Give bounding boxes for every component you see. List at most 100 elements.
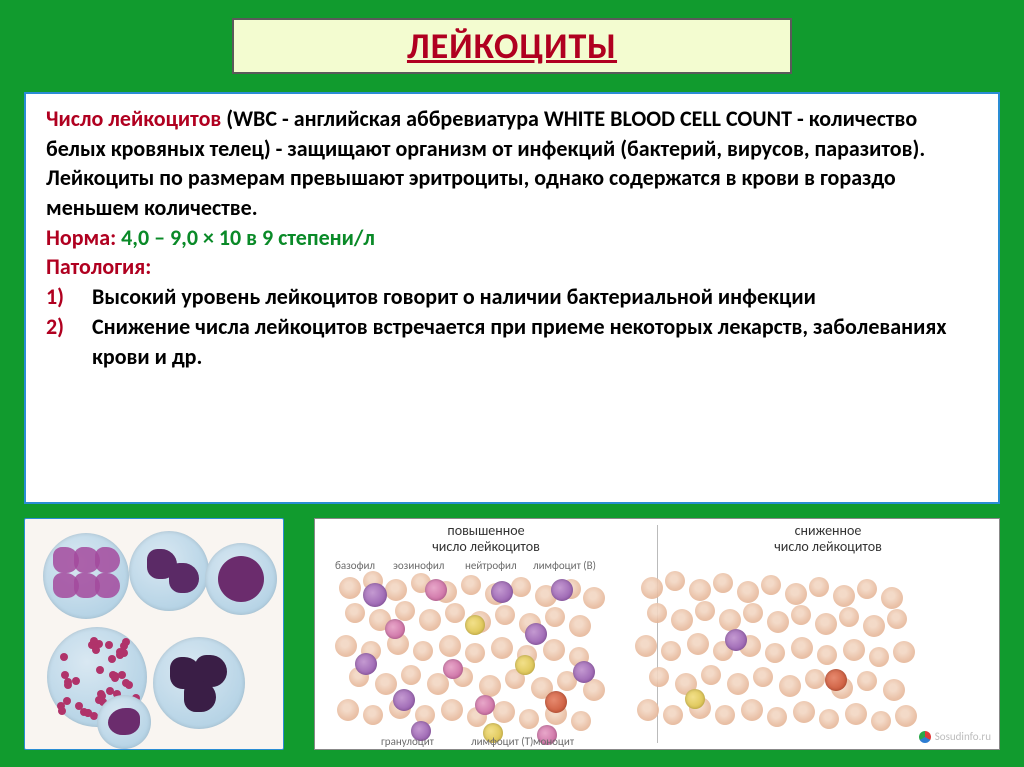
- rbc-cell: [753, 667, 773, 687]
- pathology-label: Патология:: [46, 253, 151, 280]
- slide-title-text: ЛЕЙКОЦИТЫ: [407, 24, 617, 68]
- pathology-num: 2): [46, 312, 76, 342]
- rbc-cell: [817, 645, 837, 665]
- wbc-cell: [355, 653, 377, 675]
- rbc-cell: [571, 711, 591, 731]
- wbc-cell: [475, 695, 495, 715]
- rbc-cell: [479, 675, 501, 697]
- rbc-cell: [465, 643, 485, 663]
- rbc-cell: [727, 673, 749, 695]
- micro-label: базофил: [335, 559, 375, 572]
- micro-title-left: повышенное число лейкоцитов: [315, 523, 657, 555]
- rbc-cell: [791, 637, 813, 659]
- micro-title-left-l1: повышенное: [447, 522, 524, 539]
- wbc-cell: [573, 661, 595, 683]
- wbc-cell: [465, 615, 485, 635]
- wbc-cell: [545, 691, 567, 713]
- pathology-text: Высокий уровень лейкоцитов говорит о нал…: [92, 282, 816, 312]
- rbc-cell: [839, 607, 859, 627]
- intro-lead: Число лейкоцитов: [46, 105, 221, 132]
- rbc-cell: [843, 639, 865, 661]
- rbc-cell: [569, 615, 591, 637]
- slide-title: ЛЕЙКОЦИТЫ: [232, 18, 792, 74]
- pathology-num: 1): [46, 282, 76, 312]
- rbc-cell: [337, 699, 359, 721]
- cell-illustration: [153, 637, 245, 729]
- rbc-cell: [385, 579, 407, 601]
- rbc-cell: [895, 705, 917, 727]
- micro-label: нейтрофил: [465, 559, 517, 572]
- wbc-cell: [385, 619, 405, 639]
- rbc-cell: [665, 571, 685, 591]
- rbc-cell: [663, 705, 683, 725]
- rbc-cell: [845, 703, 867, 725]
- pathology-item: 2) Снижение числа лейкоцитов встречается…: [46, 312, 978, 371]
- wbc-cell: [363, 583, 387, 607]
- rbc-cell: [511, 577, 531, 597]
- images-row: повышенное число лейкоцитов сниженное чи…: [24, 518, 1000, 750]
- rbc-cell: [863, 615, 885, 637]
- wbc-cell: [685, 689, 705, 709]
- rbc-cell: [767, 707, 787, 727]
- rbc-cell: [719, 609, 741, 631]
- rbc-cell: [641, 577, 663, 599]
- wbc-cell: [393, 689, 415, 711]
- rbc-cell: [701, 665, 721, 685]
- leukocyte-types-illustration: [24, 518, 284, 750]
- cell-illustration: [43, 533, 129, 619]
- micro-label: эозинофил: [393, 559, 444, 572]
- norm-value: 4,0 – 9,0 × 10 в 9 степени/л: [121, 224, 375, 251]
- rbc-cell: [495, 605, 515, 625]
- rbc-cell: [339, 577, 361, 599]
- rbc-cell: [647, 603, 667, 623]
- rbc-cell: [635, 635, 657, 657]
- wbc-cell: [491, 581, 513, 603]
- rbc-cell: [419, 609, 441, 631]
- rbc-cell: [871, 711, 891, 731]
- rbc-cell: [819, 709, 839, 729]
- rbc-cell: [791, 605, 811, 625]
- rbc-cell: [491, 637, 513, 659]
- watermark-text: Sosudinfo.ru: [935, 730, 991, 743]
- norm-label: Норма:: [46, 224, 116, 251]
- rbc-cell: [815, 613, 837, 635]
- rbc-cell: [713, 573, 733, 593]
- micro-label: лимфоцит (B): [533, 559, 596, 572]
- rbc-cell: [893, 641, 915, 663]
- rbc-cell: [761, 575, 781, 595]
- rbc-cell: [833, 585, 855, 607]
- micro-label: лимфоцит (T): [471, 735, 533, 748]
- rbc-cell: [695, 601, 715, 621]
- micro-title-right-l2: число лейкоцитов: [774, 538, 882, 555]
- watermark: Sosudinfo.ru: [919, 730, 991, 743]
- rbc-cell: [857, 579, 877, 599]
- rbc-cell: [661, 641, 681, 661]
- rbc-cell: [335, 635, 357, 657]
- wbc-cell: [725, 629, 747, 651]
- cell-illustration: [97, 695, 151, 749]
- rbc-cell: [741, 699, 763, 721]
- rbc-cell: [785, 583, 807, 605]
- microscopy-comparison: повышенное число лейкоцитов сниженное чи…: [314, 518, 1000, 750]
- cell-illustration: [129, 531, 209, 611]
- rbc-cell: [671, 609, 693, 631]
- rbc-cell: [637, 699, 659, 721]
- pathology-list: 1) Высокий уровень лейкоцитов говорит о …: [46, 282, 978, 371]
- rbc-cell: [493, 701, 515, 723]
- cell-illustration: [205, 543, 277, 615]
- rbc-cell: [805, 669, 825, 689]
- rbc-cell: [363, 705, 383, 725]
- rbc-cell: [441, 699, 463, 721]
- wbc-cell: [825, 669, 847, 691]
- rbc-cell: [401, 665, 421, 685]
- rbc-cell: [737, 581, 759, 603]
- rbc-cell: [687, 633, 709, 655]
- rbc-cell: [887, 609, 907, 629]
- rbc-cell: [545, 607, 565, 627]
- pathology-header: Патология:: [46, 252, 978, 282]
- rbc-cell: [715, 705, 735, 725]
- rbc-cell: [793, 701, 815, 723]
- rbc-cell: [375, 673, 397, 695]
- rbc-cell: [413, 641, 433, 661]
- wbc-cell: [425, 579, 447, 601]
